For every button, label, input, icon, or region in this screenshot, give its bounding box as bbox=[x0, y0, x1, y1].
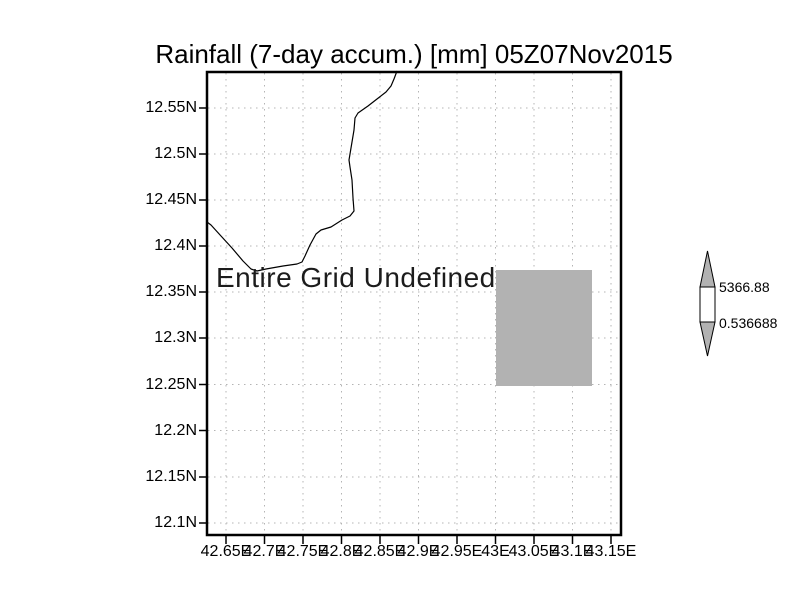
coastline bbox=[206, 70, 398, 272]
colorbar-min-label: 0.536688 bbox=[719, 315, 778, 331]
colorbar-body bbox=[699, 286, 716, 323]
x-axis-label: 42.85E bbox=[354, 543, 406, 560]
plot-border bbox=[205, 70, 623, 537]
y-axis-label: 12.5N bbox=[154, 145, 197, 162]
y-axis-label: 12.1N bbox=[154, 514, 197, 531]
y-axis-label: 12.2N bbox=[154, 421, 197, 439]
x-axis-label: 43.1E bbox=[551, 543, 594, 560]
x-axis-label: 42.9E bbox=[397, 543, 440, 560]
y-axis-label: 12.3N bbox=[154, 329, 197, 346]
x-axis-label: 42.8E bbox=[320, 543, 363, 560]
plot-title: Rainfall (7-day accum.) [mm] 05Z07Nov201… bbox=[155, 39, 673, 69]
y-axis-label: 12.45N bbox=[145, 191, 197, 208]
y-axis-label: 12.55N bbox=[145, 99, 197, 116]
x-axis-label: 42.7E bbox=[243, 543, 286, 560]
x-axis-label: 42.95E bbox=[431, 543, 483, 560]
undefined-region-fill bbox=[496, 270, 592, 386]
x-axis-label: 42.65E bbox=[200, 543, 252, 560]
colorbar-upper-arrow bbox=[699, 250, 716, 288]
x-axis-label: 43.05E bbox=[508, 543, 560, 560]
y-axis-label: 12.4N bbox=[154, 237, 197, 254]
colorbar-lower-arrow bbox=[699, 321, 716, 357]
axis-ticks bbox=[199, 107, 612, 544]
colorbar bbox=[699, 250, 716, 357]
x-axis-label: 43.15E bbox=[585, 543, 637, 560]
colorbar-max-label: 5366.88 bbox=[719, 279, 770, 295]
y-axis-label: 12.35N bbox=[145, 283, 197, 300]
status-message: Entire Grid Undefined bbox=[216, 262, 496, 293]
y-axis-label: 12.25N bbox=[145, 375, 197, 393]
y-axis-label: 12.15N bbox=[145, 468, 197, 485]
x-axis-label: 42.75E bbox=[277, 543, 329, 560]
x-axis-label: 43E bbox=[481, 543, 510, 560]
